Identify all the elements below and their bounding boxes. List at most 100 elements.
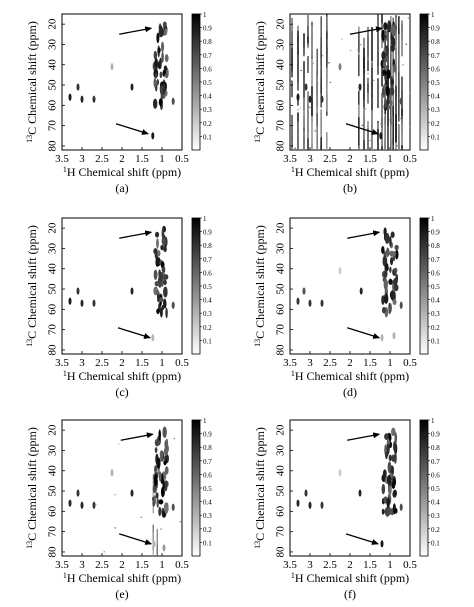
x-tick-label: 3 — [79, 559, 85, 571]
cross-peak — [152, 540, 156, 548]
colorbar-tick-label: 0.9 — [203, 25, 212, 33]
arrow-icon — [347, 432, 381, 441]
x-tick-label: 3 — [79, 153, 85, 165]
y-tick-label: 40 — [275, 465, 287, 477]
x-axis-label: 1H Chemical shift (ppm) — [63, 369, 181, 383]
cluster-peak — [158, 271, 163, 282]
panel-label: (e) — [115, 587, 128, 601]
x-tick-label: 1.5 — [363, 153, 377, 165]
colorbar-tick-label: 0.1 — [431, 337, 440, 345]
cross-peak — [76, 489, 80, 497]
x-tick-label: 0.5 — [175, 153, 189, 165]
cluster-peak — [391, 427, 396, 437]
x-tick-label: 1 — [387, 559, 393, 571]
cluster-peak — [161, 227, 165, 240]
y-tick-label: 30 — [275, 38, 287, 50]
noise-dot — [386, 28, 388, 31]
cluster-peak — [153, 474, 158, 486]
noise-dot — [396, 145, 398, 147]
x-tick-label: 1.5 — [135, 153, 149, 165]
y-tick-label: 80 — [47, 344, 59, 356]
cluster-peak — [156, 308, 160, 315]
x-tick-label: 2.5 — [95, 559, 109, 571]
cluster-peak — [383, 269, 388, 278]
panel-label: (a) — [115, 181, 128, 195]
noise-dot — [95, 503, 97, 505]
panel-a: 3.5 3 2.5 2 1.5 1 0.5 20 30 40 50 60 70 80 1H Chemical… — [25, 11, 212, 195]
y-axis-label: 13C Chemical shift (ppm) — [25, 225, 39, 347]
cluster-peak — [155, 256, 160, 265]
cluster-peak — [384, 74, 387, 81]
x-tick-label: 0.5 — [403, 153, 417, 165]
y-axis-label: 13C Chemical shift (ppm) — [253, 225, 267, 347]
arrow-icon — [345, 123, 379, 135]
colorbar-tick-label: 0.9 — [431, 431, 440, 439]
colorbar-tick-label: 0.6 — [203, 65, 212, 73]
x-axis-label: 1H Chemical shift (ppm) — [291, 571, 409, 585]
colorbar-tick-label: 0.5 — [203, 283, 212, 291]
cluster-peak — [391, 251, 397, 257]
colorbar — [191, 217, 201, 355]
y-tick-label: 70 — [275, 526, 287, 538]
cluster-peak — [386, 96, 390, 105]
cross-peak — [304, 83, 308, 91]
cross-peak — [130, 83, 134, 91]
cluster-peak — [381, 483, 386, 495]
cluster-peak — [154, 281, 160, 287]
arrow-icon — [347, 230, 381, 239]
x-tick-label: 3.5 — [55, 559, 69, 571]
y-tick-label: 60 — [275, 303, 287, 315]
cluster-peak — [381, 51, 386, 60]
cluster-peak — [153, 269, 158, 281]
cluster-peak — [156, 457, 161, 469]
noise-dot — [373, 79, 375, 82]
colorbar-tick-label: 0.7 — [203, 458, 212, 466]
colorbar-tick-label: 0.6 — [431, 269, 440, 277]
cluster-peak — [389, 99, 393, 107]
cluster-peak — [161, 305, 164, 311]
cross-peak — [392, 332, 396, 340]
y-tick-label: 50 — [47, 283, 59, 295]
colorbar-tick-label: 0.1 — [203, 337, 212, 345]
noise-dot — [160, 528, 162, 530]
noise-dot — [359, 43, 362, 46]
colorbar-tick-label: 0.5 — [431, 79, 440, 87]
noise-dot — [400, 117, 402, 120]
panel-f: 3.5 3 2.5 2 1.5 1 0.5 20 30 40 50 60 70 80 1H Chemical… — [253, 417, 440, 601]
y-tick-label: 40 — [47, 59, 59, 71]
x-tick-label: 2.5 — [323, 153, 337, 165]
noise-dot — [405, 43, 407, 46]
noise-dot — [321, 55, 324, 57]
y-tick-label: 70 — [47, 120, 59, 131]
noise-dot — [312, 62, 315, 65]
noise-dot — [329, 81, 332, 84]
y-tick-label: 30 — [275, 444, 287, 456]
cluster-peak — [386, 443, 390, 455]
noise-dot — [303, 55, 306, 57]
panel-b: 3.5 3 2.5 2 1.5 1 0.5 20 30 40 50 60 70 80 1H Chemical… — [253, 11, 440, 195]
cross-peak — [151, 334, 155, 342]
cluster-peak — [394, 244, 399, 251]
colorbar-tick-label: 0.3 — [431, 310, 440, 318]
cross-peak — [338, 63, 342, 71]
cluster-peak — [158, 429, 161, 441]
x-tick-label: 3 — [79, 357, 85, 369]
colorbar-tick-label: 0.4 — [431, 297, 440, 305]
noise-dot — [309, 106, 311, 109]
plot-marks — [290, 14, 410, 150]
y-tick-label: 70 — [275, 120, 287, 131]
noise-dot — [341, 38, 343, 40]
cluster-peak — [156, 289, 160, 295]
cluster-peak — [158, 98, 163, 107]
colorbar-tick-label: 0.8 — [203, 242, 212, 250]
x-tick-label: 3.5 — [283, 559, 297, 571]
cluster-peak — [163, 460, 167, 466]
noise-dot — [300, 69, 302, 72]
cluster-peak — [156, 32, 160, 44]
y-tick-label: 80 — [47, 140, 59, 152]
cross-peak — [399, 503, 403, 511]
noise-dot — [371, 102, 374, 104]
colorbar-tick-label: 0.2 — [203, 324, 212, 332]
y-axis-label: 13C Chemical shift (ppm) — [253, 427, 267, 549]
